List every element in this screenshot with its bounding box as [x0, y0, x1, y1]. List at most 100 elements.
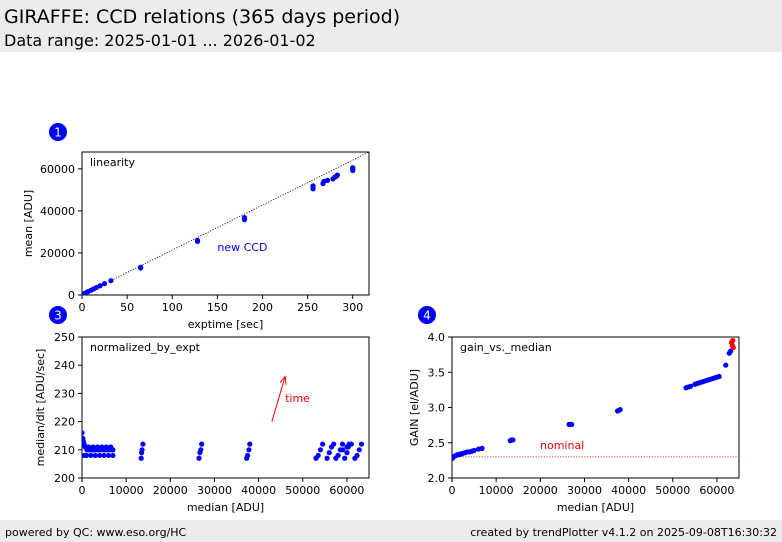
- x-tick-label: 40000: [241, 484, 276, 497]
- x-tick-label: 50000: [285, 484, 320, 497]
- x-tick-label: 40000: [611, 484, 646, 497]
- panel-badge-number: 4: [423, 309, 431, 323]
- fit-line: [82, 151, 370, 295]
- data-point: [728, 348, 734, 354]
- y-axis-label: median/dit [ADU/sec]: [34, 349, 47, 467]
- data-point: [315, 452, 321, 459]
- y-tick-label: 60000: [40, 163, 75, 176]
- data-point: [138, 455, 144, 461]
- data-point: [99, 444, 105, 450]
- footer-powered-by: powered by QC: www.eso.org/HC: [5, 526, 187, 539]
- data-point: [339, 441, 346, 447]
- page-subtitle: Data range: 2025-01-01 ... 2026-01-02: [4, 31, 316, 50]
- data-point: [101, 281, 108, 287]
- x-tick-label: 150: [207, 301, 228, 314]
- data-point: [324, 455, 330, 461]
- data-point: [344, 444, 350, 450]
- y-tick-label: 210: [54, 444, 75, 457]
- data-point: [354, 452, 360, 459]
- data-point: [94, 444, 101, 450]
- annotation-label: new CCD: [217, 241, 267, 254]
- y-tick-label: 240: [54, 359, 75, 372]
- data-point: [339, 447, 346, 453]
- data-point: [326, 450, 332, 456]
- y-tick-label: 3.5: [428, 366, 446, 379]
- y-tick-label: 230: [54, 387, 75, 400]
- y-tick-label: 4.0: [428, 331, 446, 344]
- data-point: [97, 452, 103, 459]
- data-point: [510, 437, 516, 443]
- panel-label: normalized_by_expt: [90, 341, 201, 354]
- x-axis-label: median [ADU]: [557, 501, 634, 514]
- x-axis-label: exptime [sec]: [188, 318, 264, 331]
- page-title: GIRAFFE: CCD relations (365 days period): [4, 6, 401, 28]
- footer-created-by: created by trendPlotter v4.1.2 on 2025-0…: [470, 526, 777, 539]
- x-tick-label: 20000: [523, 484, 558, 497]
- data-point: [716, 373, 722, 380]
- data-point: [139, 447, 145, 453]
- x-tick-label: 50000: [655, 484, 690, 497]
- data-point: [97, 283, 103, 289]
- data-point: [617, 407, 623, 413]
- x-tick-label: 200: [252, 301, 273, 314]
- y-tick-label: 2.5: [428, 437, 446, 450]
- plot-frame: [81, 151, 370, 296]
- y-axis-label: mean [ADU]: [22, 190, 35, 257]
- x-tick-label: 0: [79, 301, 86, 314]
- data-point: [356, 447, 362, 453]
- panel-badge-number: 3: [54, 309, 62, 323]
- x-tick-label: 20000: [153, 484, 188, 497]
- data-point: [82, 430, 85, 436]
- time-arrow-head: [279, 375, 287, 385]
- x-tick-label: 50: [120, 301, 134, 314]
- data-point: [350, 165, 356, 171]
- data-point: [101, 452, 107, 459]
- data-point: [317, 447, 324, 453]
- data-point: [687, 383, 694, 389]
- data-point: [569, 421, 575, 428]
- data-point: [198, 447, 204, 453]
- panel-label: gain_vs._median: [460, 341, 552, 354]
- data-point: [348, 441, 354, 447]
- data-point: [103, 444, 109, 450]
- panel-label: linearity: [90, 156, 135, 169]
- data-point: [334, 172, 341, 178]
- data-point: [105, 452, 112, 459]
- header-bar: GIRAFFE: CCD relations (365 days period)…: [0, 0, 782, 52]
- reference-line-label: nominal: [540, 439, 584, 452]
- data-point: [196, 455, 202, 461]
- footer-bar: powered by QC: www.eso.org/HC created by…: [0, 520, 782, 542]
- data-point: [310, 183, 316, 189]
- y-tick-label: 200: [54, 472, 75, 485]
- data-point: [199, 441, 205, 447]
- data-point: [86, 444, 92, 450]
- data-point: [138, 264, 144, 270]
- x-tick-label: 30000: [567, 484, 602, 497]
- y-axis-label: GAIN [el/ADU]: [408, 369, 421, 446]
- data-point: [140, 441, 146, 447]
- data-point: [342, 455, 348, 461]
- data-point: [324, 177, 331, 183]
- x-tick-label: 10000: [479, 484, 514, 497]
- y-tick-label: 2.0: [428, 472, 446, 485]
- data-point: [244, 452, 251, 459]
- data-point: [358, 441, 365, 447]
- x-tick-label: 300: [342, 301, 363, 314]
- data-point: [320, 441, 326, 447]
- x-tick-label: 30000: [197, 484, 232, 497]
- data-point: [194, 237, 201, 244]
- x-tick-label: 60000: [699, 484, 734, 497]
- data-point: [247, 441, 253, 447]
- x-tick-label: 250: [297, 301, 318, 314]
- data-point: [471, 447, 477, 454]
- data-point: [335, 452, 341, 459]
- y-tick-label: 250: [54, 331, 75, 344]
- panel-badge: [418, 306, 436, 324]
- data-point: [479, 445, 485, 451]
- data-point: [246, 447, 252, 453]
- y-tick-label: 20000: [40, 247, 75, 260]
- data-point: [723, 362, 729, 368]
- y-tick-label: 220: [54, 416, 75, 429]
- time-arrow: [271, 376, 286, 422]
